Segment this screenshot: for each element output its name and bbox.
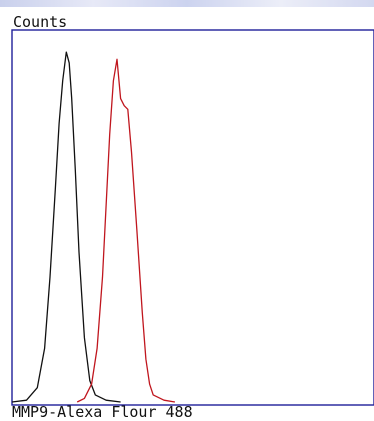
y-axis-label: Counts bbox=[13, 13, 67, 31]
header-strip bbox=[0, 0, 374, 7]
series-line-control bbox=[11, 51, 121, 403]
series-line-mmp9 bbox=[76, 58, 176, 403]
plot-frame bbox=[11, 29, 374, 406]
x-axis-label: MMP9-Alexa Flour 488 bbox=[12, 403, 193, 421]
